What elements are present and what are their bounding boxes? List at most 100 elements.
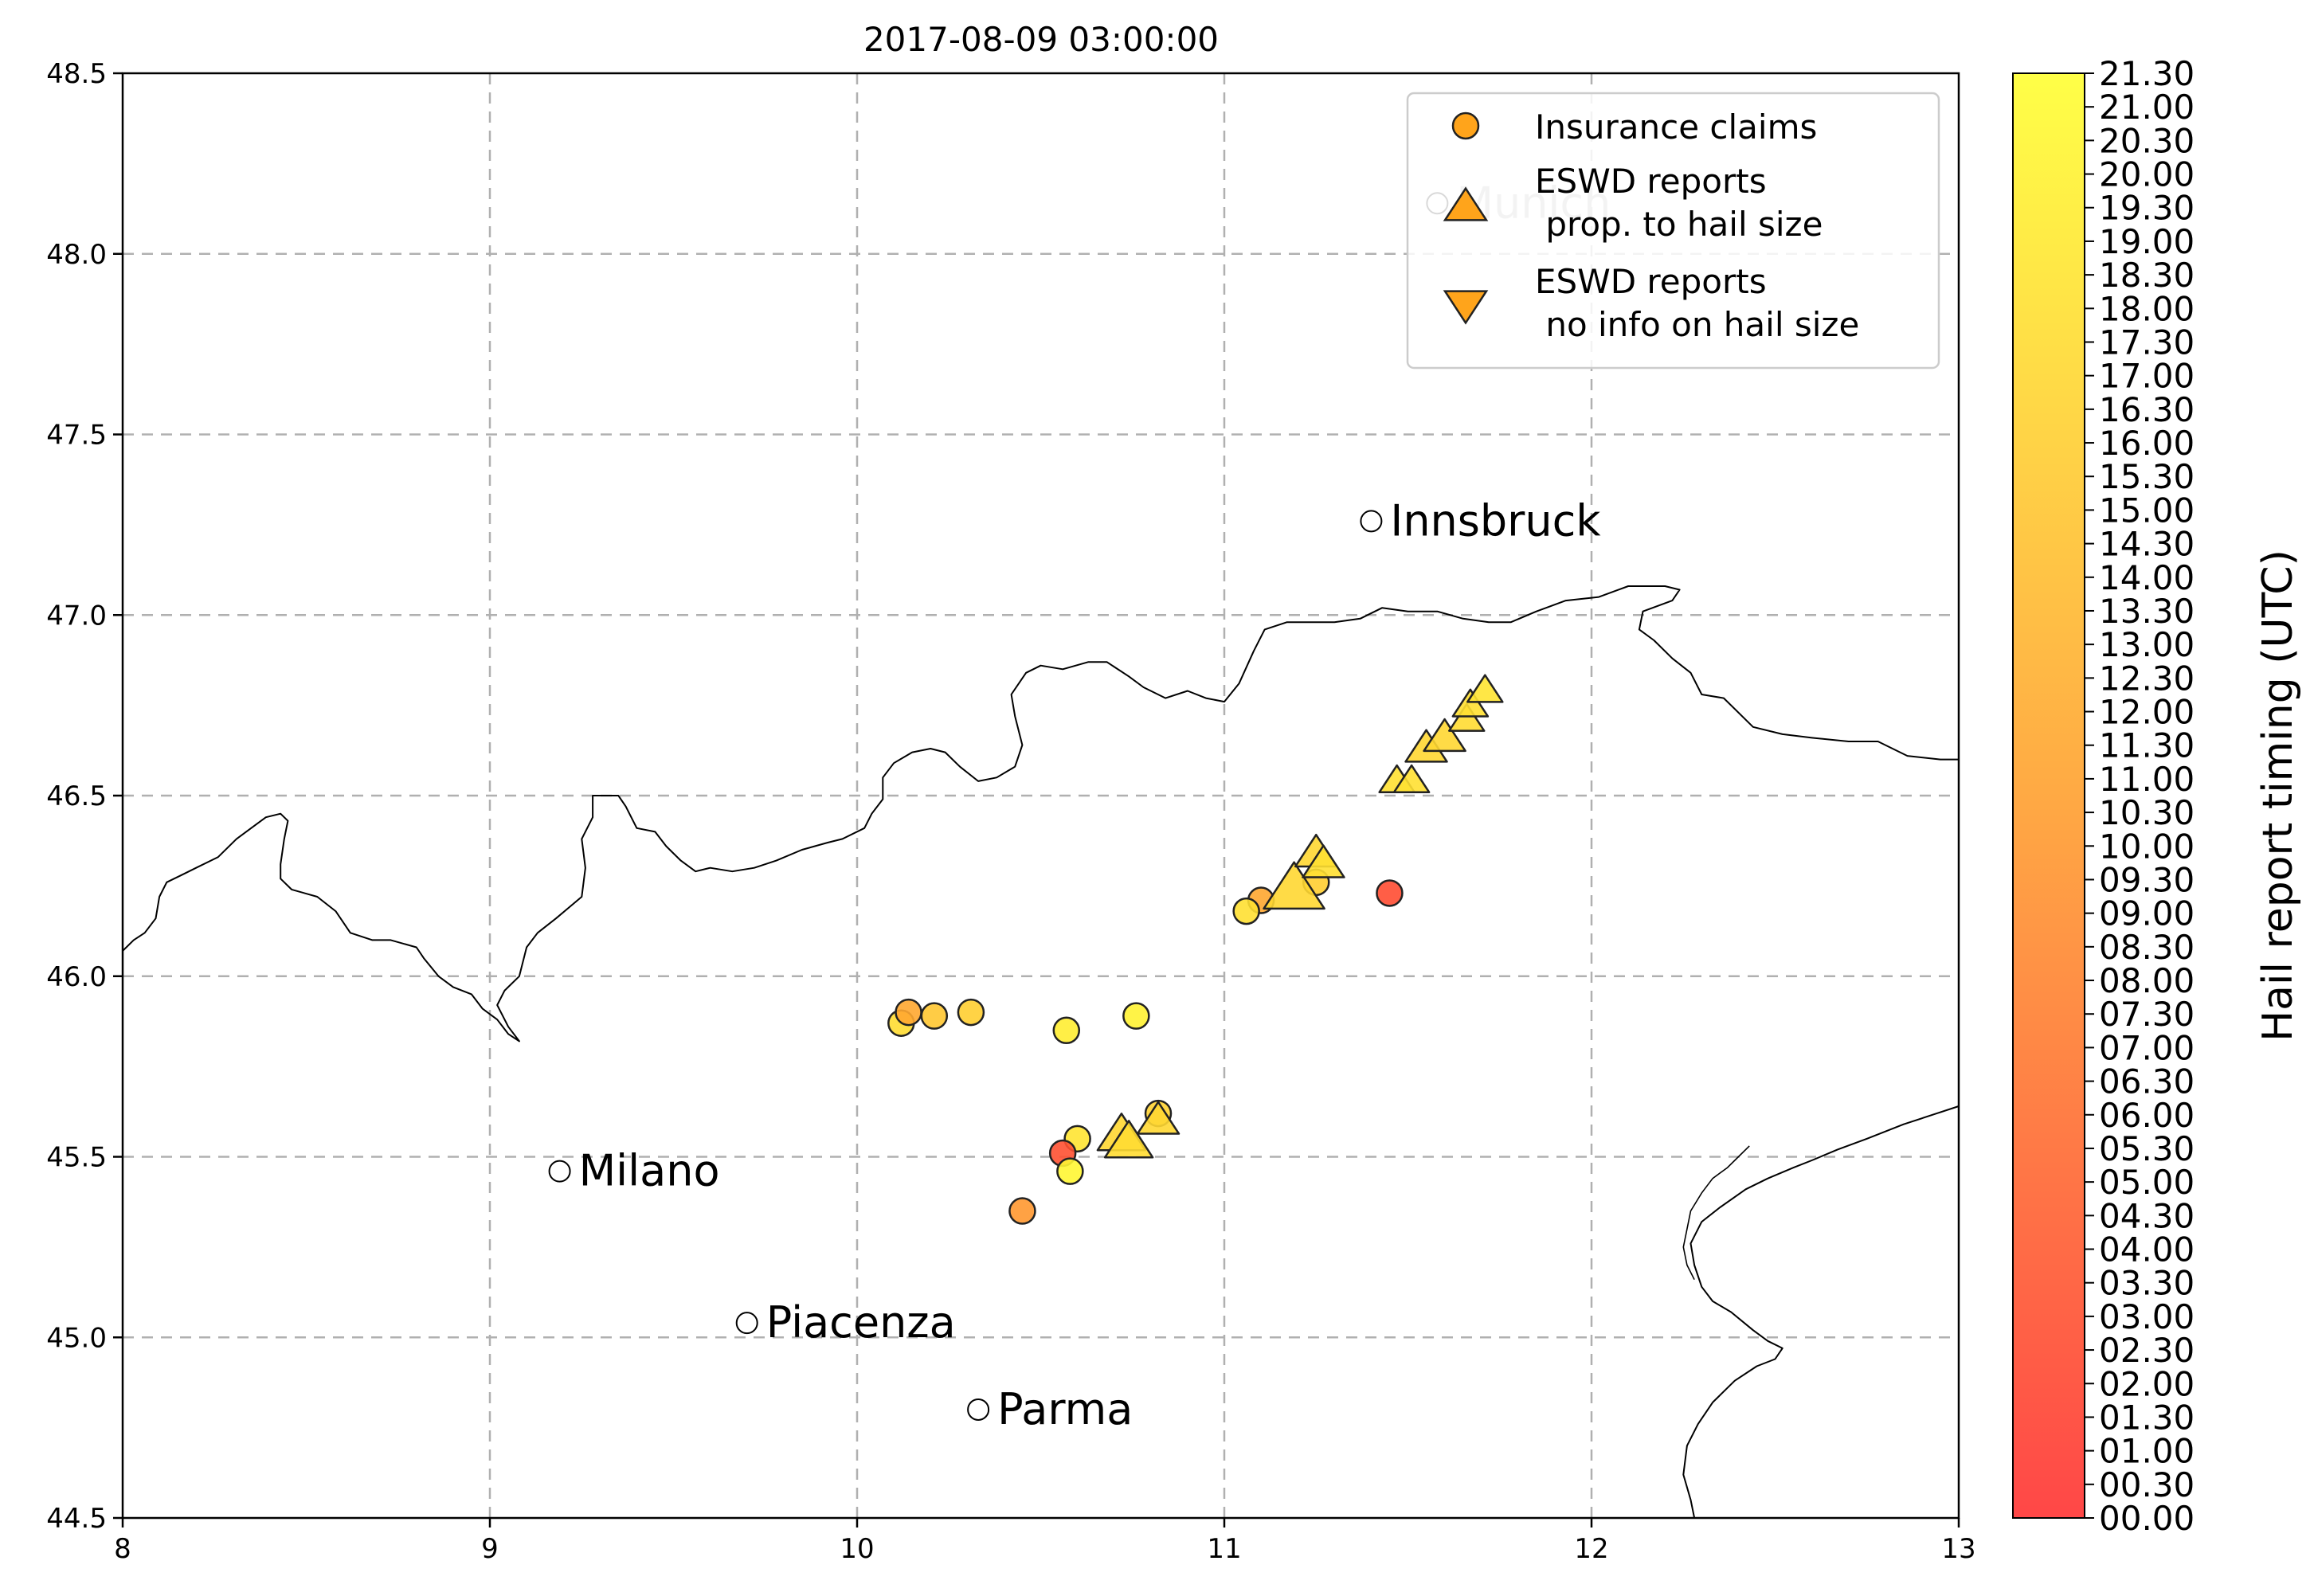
legend: Insurance claims ESWD reports prop. to ha… bbox=[1406, 92, 1940, 370]
colorbar-tick-label: 20.30 bbox=[2099, 121, 2195, 160]
eswd-report-points bbox=[1096, 674, 1504, 1159]
x-axis-ticks: 8 9 10 11 12 13 bbox=[114, 1518, 1976, 1565]
colorbar-tick-label: 10.00 bbox=[2099, 827, 2195, 866]
colorbar-gradient bbox=[2012, 72, 2085, 1519]
x-tick-label: 8 bbox=[114, 1533, 131, 1565]
colorbar-tick-label: 00.30 bbox=[2099, 1465, 2195, 1504]
eswd-report-triangle bbox=[1466, 674, 1504, 703]
colorbar-tick-label: 18.00 bbox=[2099, 289, 2195, 328]
colorbar-tick-label: 17.00 bbox=[2099, 357, 2195, 396]
eswd-report-triangle bbox=[1302, 844, 1345, 878]
colorbar-tick-label: 01.00 bbox=[2099, 1432, 2195, 1471]
colorbar-tick-label: 17.30 bbox=[2099, 323, 2195, 362]
y-tick-label: 48.5 bbox=[46, 58, 107, 90]
colorbar-tick-label: 03.00 bbox=[2099, 1297, 2195, 1336]
colorbar-tick-label: 21.30 bbox=[2099, 54, 2195, 93]
colorbar-tick-label: 01.30 bbox=[2099, 1398, 2195, 1437]
colorbar-tick-label: 14.00 bbox=[2099, 558, 2195, 597]
colorbar-tick-label: 19.00 bbox=[2099, 222, 2195, 261]
y-tick-label: 44.5 bbox=[46, 1503, 107, 1535]
colorbar-tick-label: 13.30 bbox=[2099, 592, 2195, 631]
city-marker bbox=[548, 1160, 571, 1183]
y-tick-label: 46.5 bbox=[46, 780, 107, 812]
colorbar-tick-label: 05.30 bbox=[2099, 1129, 2195, 1168]
map-grid bbox=[123, 73, 1959, 1518]
insurance-claim-points bbox=[887, 868, 1404, 1225]
legend-label: Insurance claims bbox=[1535, 108, 1817, 147]
colorbar-tick-label: 12.00 bbox=[2099, 693, 2195, 732]
legend-label: ESWD reports no info on hail size bbox=[1535, 262, 1859, 344]
city-label: Milano bbox=[579, 1146, 720, 1196]
x-tick-label: 13 bbox=[1941, 1533, 1975, 1565]
colorbar-tick-label: 10.30 bbox=[2099, 793, 2195, 832]
map-title: 2017-08-09 03:00:00 bbox=[863, 20, 1219, 59]
colorbar-tick-label: 06.30 bbox=[2099, 1062, 2195, 1101]
colorbar-tick-label: 11.30 bbox=[2099, 726, 2195, 765]
colorbar-tick-label: 14.30 bbox=[2099, 525, 2195, 564]
city-marker bbox=[1360, 510, 1383, 533]
colorbar-tick-label: 12.30 bbox=[2099, 659, 2195, 698]
city-marker bbox=[735, 1312, 758, 1335]
insurance-claim-point bbox=[1052, 1016, 1081, 1045]
colorbar-tick-label: 16.00 bbox=[2099, 424, 2195, 463]
x-tick-label: 12 bbox=[1574, 1533, 1608, 1565]
legend-label: ESWD reports prop. to hail size bbox=[1535, 162, 1823, 244]
city-label: Innsbruck bbox=[1390, 495, 1601, 546]
x-tick-label: 11 bbox=[1207, 1533, 1241, 1565]
colorbar-tick-label: 02.30 bbox=[2099, 1331, 2195, 1370]
insurance-claim-point bbox=[1008, 1197, 1036, 1225]
y-tick-label: 45.0 bbox=[46, 1322, 107, 1354]
alpine-border-line bbox=[122, 585, 1959, 1042]
x-tick-label: 9 bbox=[481, 1533, 499, 1565]
colorbar-tick-label: 15.30 bbox=[2099, 457, 2195, 496]
colorbar-tick-label: 09.00 bbox=[2099, 894, 2195, 933]
colorbar-tick-label: 13.00 bbox=[2099, 625, 2195, 664]
colorbar-tick-label: 03.30 bbox=[2099, 1264, 2195, 1303]
adriatic-coastline bbox=[1682, 1105, 1960, 1519]
y-tick-label: 46.0 bbox=[46, 961, 107, 993]
colorbar-tick-label: 04.00 bbox=[2099, 1230, 2195, 1269]
legend-circle-icon bbox=[1451, 111, 1480, 140]
venice-lagoon-shore bbox=[1682, 1145, 1750, 1281]
colorbar-tick-label: 02.00 bbox=[2099, 1364, 2195, 1403]
colorbar-tick-label: 16.30 bbox=[2099, 390, 2195, 429]
eswd-report-triangle bbox=[1136, 1101, 1180, 1135]
colorbar-tick-label: 07.00 bbox=[2099, 1028, 2195, 1067]
colorbar-tick-label: 09.30 bbox=[2099, 860, 2195, 899]
insurance-claim-point bbox=[895, 998, 922, 1027]
insurance-claim-point bbox=[1376, 879, 1404, 907]
insurance-claim-point bbox=[957, 998, 985, 1027]
eswd-report-triangle bbox=[1263, 861, 1325, 910]
insurance-claim-point bbox=[920, 1002, 949, 1030]
colorbar-ticks: 00.0000.3001.0001.3002.0002.3003.0003.30… bbox=[2085, 54, 2195, 1538]
legend-triangle-down-icon bbox=[1443, 290, 1489, 325]
colorbar-tick-label: 08.30 bbox=[2099, 928, 2195, 967]
colorbar-tick-label: 00.00 bbox=[2099, 1499, 2195, 1538]
colorbar-tick-label: 06.00 bbox=[2099, 1096, 2195, 1135]
colorbar-tick-label: 04.30 bbox=[2099, 1196, 2195, 1235]
colorbar-tick-label: 08.00 bbox=[2099, 961, 2195, 1000]
legend-triangle-up-icon bbox=[1443, 186, 1489, 221]
colorbar-tick-label: 07.30 bbox=[2099, 995, 2195, 1034]
colorbar: 00.0000.3001.0001.3002.0002.3003.0003.30… bbox=[2012, 54, 2302, 1538]
x-tick-label: 10 bbox=[840, 1533, 874, 1565]
city-label: Piacenza bbox=[766, 1297, 956, 1348]
colorbar-tick-label: 19.30 bbox=[2099, 189, 2195, 228]
colorbar-tick-label: 20.00 bbox=[2099, 155, 2195, 194]
eswd-report-triangle bbox=[1423, 718, 1466, 753]
colorbar-label: Hail report timing (UTC) bbox=[2254, 550, 2302, 1042]
country-borders bbox=[122, 585, 1960, 1519]
colorbar-tick-label: 18.30 bbox=[2099, 256, 2195, 295]
city-label: Parma bbox=[997, 1384, 1133, 1434]
insurance-claim-point bbox=[1232, 897, 1260, 925]
eswd-report-triangle bbox=[1448, 702, 1486, 732]
legend-box bbox=[1406, 92, 1940, 370]
y-tick-label: 48.0 bbox=[46, 239, 107, 271]
y-tick-label: 47.5 bbox=[46, 420, 107, 452]
colorbar-tick-label: 21.00 bbox=[2099, 88, 2195, 127]
eswd-report-triangle bbox=[1451, 688, 1490, 718]
y-axis-ticks: 44.5 45.0 45.5 46.0 46.5 47.0 47.5 48.0 48.5 bbox=[46, 58, 123, 1535]
eswd-report-triangle bbox=[1392, 764, 1431, 793]
colorbar-tick-label: 15.00 bbox=[2099, 491, 2195, 530]
